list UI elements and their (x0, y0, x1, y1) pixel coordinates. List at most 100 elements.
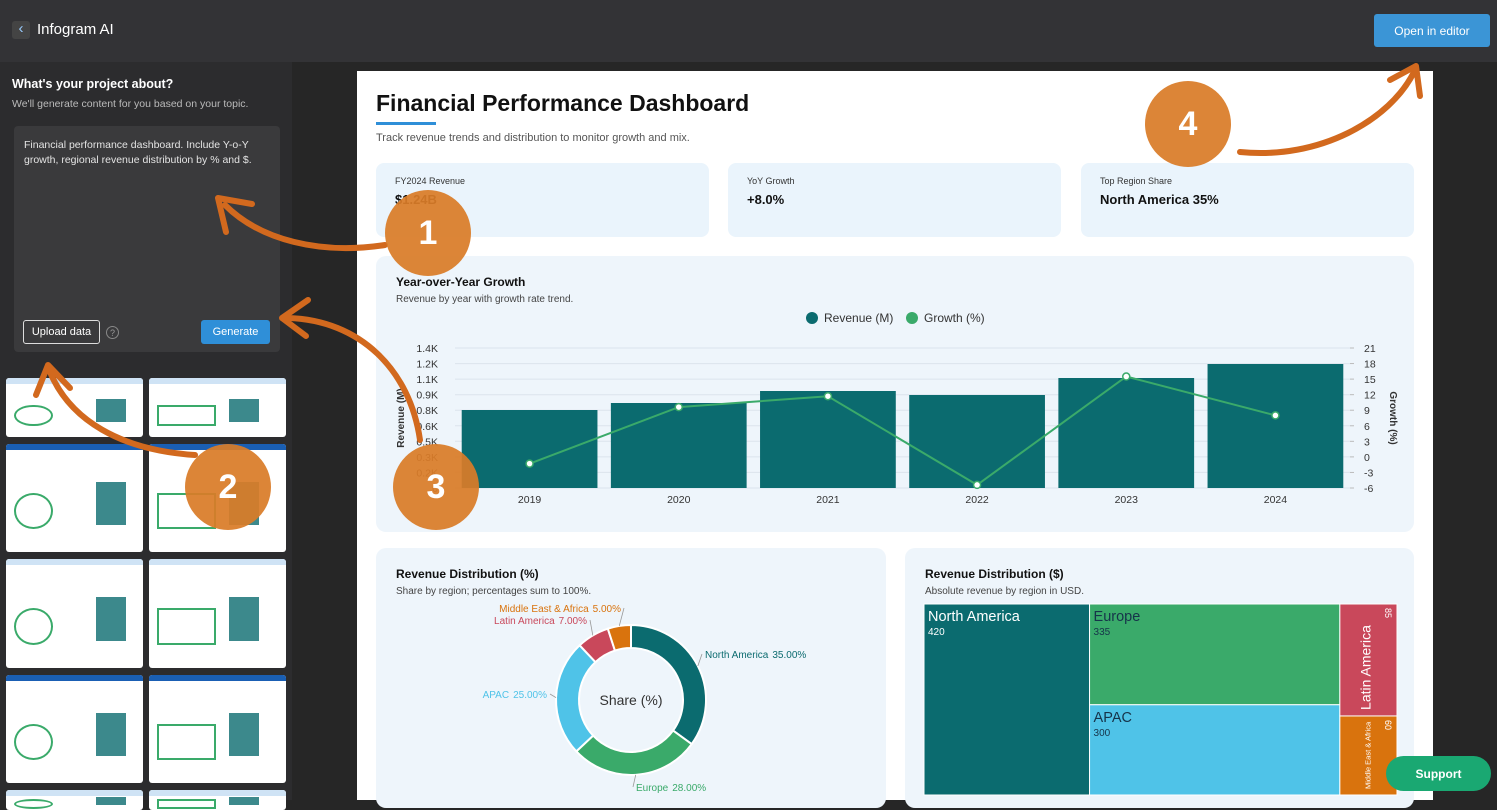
template-thumbnail[interactable] (149, 790, 286, 810)
thumb-graphic (96, 398, 126, 423)
slice-value: 25.00% (513, 690, 547, 701)
thumb-graphic (157, 608, 216, 645)
thumb-graphic (96, 597, 126, 641)
callout: 4 (1145, 81, 1231, 167)
callout: 1 (385, 190, 471, 276)
template-thumbnail[interactable] (149, 559, 286, 668)
template-thumbnail[interactable] (6, 444, 143, 552)
slice-label: Latin America 7.00% (494, 616, 587, 627)
y-tick-label: 1.4K (416, 343, 438, 355)
thumb-header (6, 444, 143, 450)
treemap-cell (1089, 704, 1341, 796)
y-tick-label: 0.9K (416, 390, 438, 402)
growth-line (529, 375, 1276, 487)
bar (1207, 364, 1344, 488)
template-thumbnail[interactable] (6, 675, 143, 783)
thumb-graphic (96, 712, 126, 756)
prompt-text[interactable]: Financial performance dashboard. Include… (24, 139, 252, 166)
growth-point (525, 459, 534, 468)
treemap-cell (1339, 603, 1398, 717)
donut-slice (555, 643, 597, 753)
slice-label: APAC 25.00% (483, 690, 548, 701)
thumb-graphic (229, 712, 259, 756)
x-tick-label: 2022 (965, 494, 989, 506)
cell-name: APAC (1094, 710, 1132, 726)
donut-slice (630, 623, 707, 746)
donut-slice (606, 623, 632, 652)
panel-subtitle: Revenue by year with growth rate trend. (396, 294, 573, 305)
thumb-graphic (96, 797, 126, 805)
template-thumbnail[interactable] (6, 790, 143, 810)
panel-title: Year-over-Year Growth (396, 275, 525, 289)
y2-tick-label: 3 (1364, 436, 1370, 448)
x-tick-label: 2020 (667, 494, 691, 506)
title-underline (376, 122, 436, 125)
bar (461, 410, 598, 488)
help-icon[interactable]: ? (106, 326, 119, 339)
y2-tick-label: 6 (1364, 421, 1370, 433)
upload-button[interactable]: Upload data (23, 320, 100, 344)
slice-label: North America 35.00% (705, 650, 806, 661)
cell-name: Latin America (1357, 625, 1373, 710)
leader-line (549, 693, 557, 698)
leader-line (632, 774, 637, 788)
template-thumbnail[interactable] (6, 559, 143, 668)
thumb-header (149, 675, 286, 681)
growth-point (674, 402, 683, 412)
growth-point (1122, 372, 1131, 381)
x-tick-label: 2019 (518, 494, 542, 506)
thumb-graphic (14, 492, 53, 529)
dashboard: Financial Performance Dashboard Track re… (357, 71, 1433, 808)
y2-tick-label: 15 (1364, 374, 1376, 386)
bar (610, 403, 747, 488)
dollar-panel: Revenue Distribution ($) Absolute revenue… (905, 548, 1414, 808)
thumb-header (149, 378, 286, 384)
dollar-chart: Revenue Distribution ($) Absolute revenue… (923, 567, 1398, 796)
callout: 3 (393, 444, 479, 530)
x-tick-label: 2024 (1264, 494, 1288, 506)
dashboard-title: Financial Performance Dashboard (376, 90, 750, 116)
cell-value: 85 (1383, 608, 1393, 618)
kpi-label: FY2024 Revenue (395, 176, 466, 186)
slice-value: 35.00% (772, 650, 806, 661)
template-thumbnail[interactable] (6, 378, 143, 437)
thumb-graphic (229, 398, 259, 423)
share-panel: Revenue Distribution (%) Share by region;… (376, 548, 886, 808)
template-thumbnail[interactable] (149, 378, 286, 437)
cell-name: Middle East & Africa (1363, 721, 1372, 789)
legend-swatch (806, 312, 818, 324)
kpi-value: North America 35% (1100, 192, 1219, 207)
thumb-graphic (14, 608, 53, 645)
growth-chart: Year-over-Year Growth Revenue by year wit… (396, 275, 1398, 506)
hint: We'll generate content for you based on … (12, 98, 249, 110)
cell-name: North America (928, 609, 1021, 625)
generate-button[interactable]: Generate (201, 320, 270, 344)
x-tick-label: 2021 (816, 494, 840, 506)
open-editor-button[interactable]: Open in editor (1374, 14, 1490, 47)
slice-label: Europe 28.00% (636, 783, 706, 794)
slice-value: 5.00% (593, 604, 621, 615)
thumb-header (149, 559, 286, 565)
y2-axis-title: Growth (%) (1387, 391, 1398, 444)
thumb-graphic (157, 723, 216, 760)
back-button[interactable]: ‹ (12, 21, 30, 39)
prompt-box: Financial performance dashboard. Include… (14, 126, 280, 352)
treemap-cell (923, 603, 1091, 796)
callout: 2 (185, 444, 271, 530)
support-button[interactable]: Support (1386, 756, 1491, 791)
template-thumbnail[interactable] (149, 675, 286, 783)
thumb-graphic (229, 797, 259, 805)
y-tick-label: 1.1K (416, 374, 438, 386)
donut-center-label: Share (%) (599, 692, 662, 708)
thumb-header (6, 559, 143, 565)
y2-tick-label: -3 (1364, 467, 1373, 479)
leader-line (618, 607, 625, 627)
kpi-label: YoY Growth (747, 176, 795, 186)
slice-name: Europe (636, 783, 669, 794)
slice-value: 7.00% (559, 616, 587, 627)
sidebar: What's your project about? We'll generat… (0, 62, 292, 810)
thumb-graphic (96, 481, 126, 525)
leader-line (589, 619, 594, 636)
donut-slice (574, 729, 694, 776)
